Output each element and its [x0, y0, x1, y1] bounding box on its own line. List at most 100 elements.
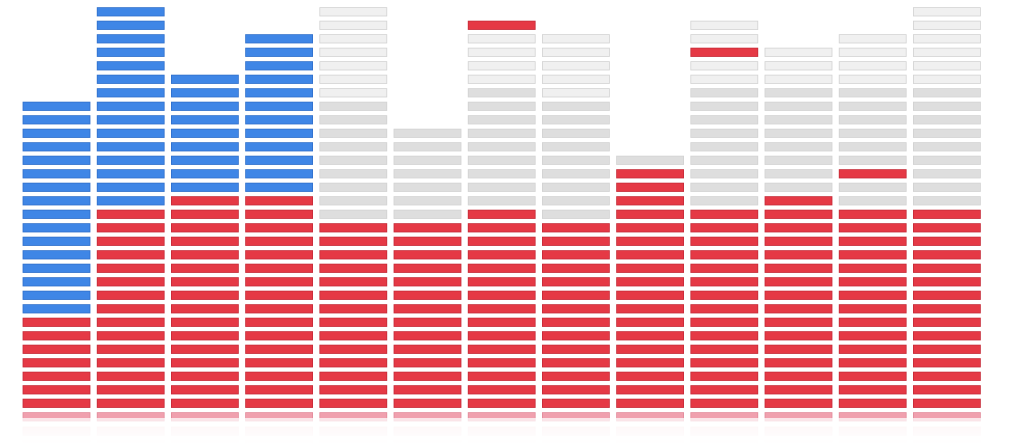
bar-columns [22, 7, 981, 422]
bar-segment-level [764, 209, 833, 219]
bar-segment-level [616, 290, 684, 300]
bar-segment-level [616, 385, 684, 395]
bar-segment-level [616, 398, 684, 408]
bar-segment-level [616, 344, 684, 354]
bar-segment-level [913, 385, 981, 395]
bar-segment-level [245, 304, 314, 314]
bar-segment-level [467, 317, 536, 327]
bar-segment-level [393, 398, 462, 408]
bar-segment-empty [764, 142, 833, 152]
bar-segment-blue [96, 74, 165, 84]
bar-segment-empty [690, 88, 759, 98]
bar-segment-empty [319, 196, 388, 206]
bar-segment-level [616, 358, 684, 368]
bar-segment-level [170, 236, 239, 246]
bar-segment-level [764, 398, 833, 408]
bar-segment-empty [913, 169, 981, 179]
bar-segment-level [616, 304, 684, 314]
bar-segment-level [170, 290, 239, 300]
bar-segment-empty [393, 142, 462, 152]
bar-segment-level [913, 263, 981, 273]
bar-segment-level [96, 371, 165, 381]
bar-segment-level [913, 317, 981, 327]
peak-indicator [467, 20, 536, 30]
bar-segment-level [542, 223, 610, 233]
bar-segment-level [764, 263, 833, 273]
bar-segment-level [616, 169, 684, 179]
bar-segment-blue [22, 290, 91, 300]
bar-segment-level [764, 304, 833, 314]
bar-segment-empty [467, 74, 536, 84]
bar-segment-level [764, 223, 833, 233]
bar-segment-level [96, 358, 165, 368]
bar-segment-blue [96, 128, 165, 138]
bar-segment-empty [838, 34, 907, 44]
bar-column [96, 7, 165, 422]
bar-segment-level [467, 385, 536, 395]
bar-segment-empty [467, 128, 536, 138]
bar-column [170, 74, 239, 422]
bar-segment-level [616, 236, 684, 246]
bar-segment-level [170, 223, 239, 233]
bar-segment-level [96, 317, 165, 327]
bar-segment-level [319, 371, 388, 381]
bar-segment-empty [913, 155, 981, 165]
bar-segment-empty [913, 47, 981, 57]
bar-segment-blue [245, 115, 314, 125]
bar-segment-blue [245, 61, 314, 71]
bar-segment-empty [690, 20, 759, 30]
bar-segment-level [96, 250, 165, 260]
bar-segment-level [170, 398, 239, 408]
bar-segment-blue [96, 88, 165, 98]
bar-segment-level [245, 358, 314, 368]
bar-segment-level [616, 263, 684, 273]
bar-segment-level [467, 304, 536, 314]
bar-segment-level [690, 236, 759, 246]
bar-column [467, 20, 536, 422]
bar-segment-level [170, 317, 239, 327]
bar-segment-level [838, 398, 907, 408]
bar-segment-level [764, 317, 833, 327]
bar-segment-empty [542, 128, 610, 138]
bar-segment-level [319, 290, 388, 300]
bar-segment-level [838, 290, 907, 300]
bar-segment-level [393, 304, 462, 314]
bar-segment-empty [467, 88, 536, 98]
bar-segment-level [467, 344, 536, 354]
bar-segment-level [170, 209, 239, 219]
bar-segment-empty [542, 155, 610, 165]
bar-segment-blue [245, 101, 314, 111]
bar-segment-empty [690, 115, 759, 125]
bar-segment-level [393, 385, 462, 395]
bar-segment-level [616, 371, 684, 381]
bar-segment-blue [22, 304, 91, 314]
bar-segment-empty [913, 182, 981, 192]
bar-segment-level [542, 398, 610, 408]
bar-segment-level [838, 331, 907, 341]
bar-segment-empty [542, 196, 610, 206]
bar-segment-level [319, 223, 388, 233]
bar-segment-empty [690, 182, 759, 192]
bar-segment-level [319, 398, 388, 408]
bar-segment-level [467, 277, 536, 287]
bar-segment-level [467, 263, 536, 273]
bar-segment-empty [764, 61, 833, 71]
bar-segment-level [838, 317, 907, 327]
bar-segment-level [319, 317, 388, 327]
bar-segment-empty [467, 101, 536, 111]
bar-segment-level [319, 344, 388, 354]
bar-segment-blue [245, 128, 314, 138]
bar-segment-level [542, 250, 610, 260]
bar-segment-level [542, 236, 610, 246]
bar-segment-empty [467, 196, 536, 206]
bar-segment-level [170, 331, 239, 341]
bar-segment-empty [764, 169, 833, 179]
bar-segment-empty [838, 101, 907, 111]
bar-segment-blue [170, 142, 239, 152]
bar-segment-level [393, 290, 462, 300]
bar-segment-level [22, 371, 91, 381]
bar-segment-empty [838, 196, 907, 206]
bar-segment-level [690, 398, 759, 408]
bar-segment-empty [764, 47, 833, 57]
